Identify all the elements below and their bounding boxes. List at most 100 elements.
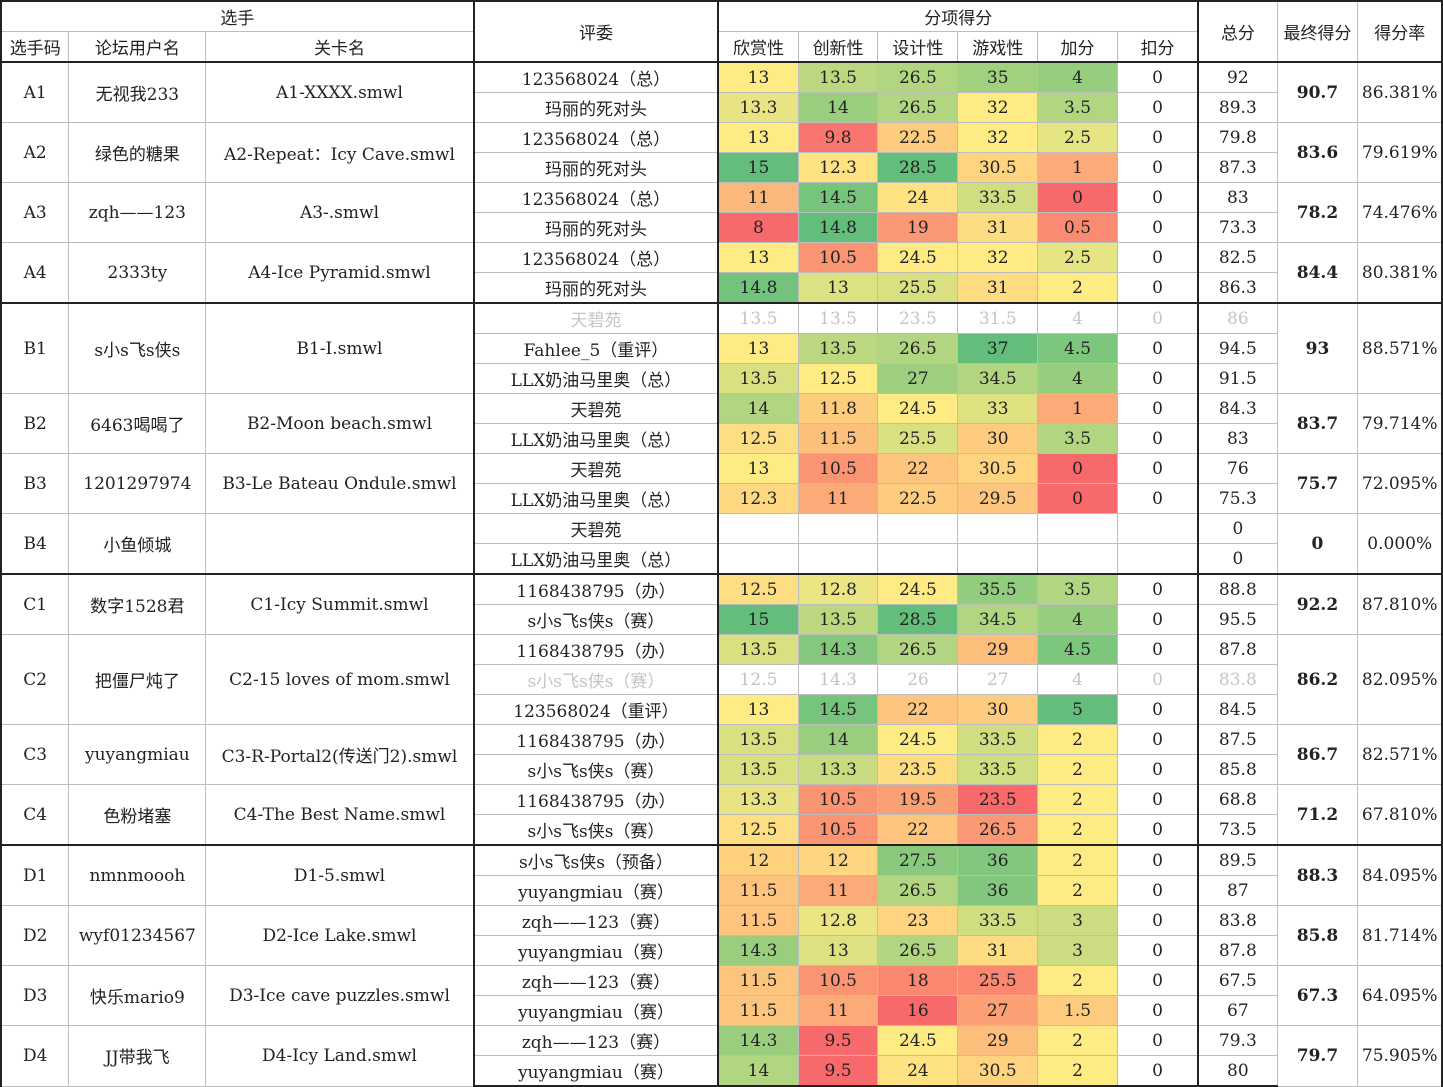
score-innovation: 10.5 <box>797 814 879 846</box>
score-deduction: 0 <box>1116 573 1199 605</box>
score-bonus: 3 <box>1037 935 1118 966</box>
score-design: 26.5 <box>877 333 959 364</box>
score-appreciation: 13 <box>717 694 799 725</box>
forum-user: 把僵尸炖了 <box>68 634 207 725</box>
score-bonus: 2 <box>1037 1055 1118 1087</box>
score-gameplay: 23.5 <box>957 784 1039 815</box>
level-name: B3-Le Bateau Ondule.smwl <box>205 453 475 514</box>
score-innovation: 14.3 <box>797 664 879 695</box>
score-bonus: 4 <box>1037 363 1118 394</box>
score-appreciation: 12.5 <box>717 814 799 846</box>
score-bonus: 2 <box>1037 784 1118 815</box>
score-total: 0 <box>1197 543 1278 575</box>
score-innovation: 11 <box>797 995 879 1026</box>
score-deduction: 0 <box>1116 754 1199 785</box>
score-deduction: 0 <box>1116 664 1199 695</box>
score-appreciation: 15 <box>717 152 799 183</box>
score-innovation: 12 <box>797 844 879 876</box>
table-row: LLX奶油马里奥（总） 12.3 11 22.5 29.5 0 0 75.3 <box>1 483 1442 514</box>
score-innovation: 10.5 <box>797 242 879 273</box>
score-design: 22 <box>877 453 959 484</box>
judge-name: 天碧苑 <box>473 393 720 424</box>
score-design: 24.5 <box>877 724 959 755</box>
score-gameplay: 33.5 <box>957 182 1039 213</box>
score-bonus: 2 <box>1037 724 1118 755</box>
score-gameplay: 29 <box>957 1025 1039 1056</box>
score-gameplay: 30 <box>957 694 1039 725</box>
score-design: 24.5 <box>877 242 959 273</box>
judge-name: s小s飞s侠s（赛） <box>473 664 720 695</box>
judge-name: LLX奶油马里奥（总） <box>473 543 720 575</box>
score-appreciation: 13 <box>717 333 799 364</box>
score-rate: 82.571% <box>1357 724 1443 785</box>
score-innovation: 10.5 <box>797 965 879 996</box>
score-innovation: 14.3 <box>797 634 879 665</box>
judge-name: s小s飞s侠s（赛） <box>473 814 720 846</box>
score-deduction: 0 <box>1116 242 1199 273</box>
forum-user: yuyangmiau <box>68 724 207 785</box>
player-code: C3 <box>0 724 70 785</box>
final-score: 92.2 <box>1276 573 1359 635</box>
score-deduction: 0 <box>1116 814 1199 846</box>
score-bonus: 2 <box>1037 1025 1118 1056</box>
player-code: B3 <box>0 453 70 514</box>
score-total: 87.5 <box>1197 724 1278 755</box>
player-code: A4 <box>0 242 70 304</box>
score-gameplay: 26.5 <box>957 814 1039 846</box>
score-total: 0 <box>1197 513 1278 544</box>
score-gameplay: 31.5 <box>957 302 1039 334</box>
score-innovation: 11.8 <box>797 393 879 424</box>
player-code: B1 <box>0 302 70 394</box>
score-deduction: 0 <box>1116 393 1199 424</box>
score-design: 18 <box>877 965 959 996</box>
final-score: 88.3 <box>1276 844 1359 906</box>
final-score: 85.8 <box>1276 905 1359 966</box>
header-player-group: 选手 <box>0 0 475 32</box>
header-design: 设计性 <box>877 31 959 63</box>
table-row: B1 s小s飞s侠s B1-I.smwl 天碧苑 13.5 13.5 23.5 31.5 4 0 8… <box>0 302 1443 394</box>
score-innovation: 14.5 <box>797 182 879 213</box>
score-innovation: 12.8 <box>797 573 879 605</box>
score-gameplay <box>957 543 1039 575</box>
score-gameplay: 34.5 <box>957 363 1039 394</box>
score-deduction: 0 <box>1116 61 1199 93</box>
table-row: s小s飞s侠s（赛） 12.5 14.3 26 27 4 0 83.8 <box>1 664 1442 695</box>
score-design: 27 <box>877 363 959 394</box>
score-rate: 67.810% <box>1357 784 1443 846</box>
score-deduction: 0 <box>1116 604 1199 635</box>
level-name: D3-Ice cave puzzles.smwl <box>205 965 475 1026</box>
score-bonus: 4.5 <box>1037 333 1118 364</box>
final-score: 0 <box>1276 513 1359 575</box>
forum-user: 色粉堵塞 <box>68 784 207 846</box>
judge-name: yuyangmiau（赛） <box>473 995 720 1026</box>
score-total: 79.3 <box>1197 1025 1278 1056</box>
score-innovation <box>797 543 879 575</box>
level-name: D4-Icy Land.smwl <box>205 1025 475 1087</box>
judge-name: s小s飞s侠s（赛） <box>473 754 720 785</box>
score-bonus: 0.5 <box>1037 212 1118 243</box>
score-design: 27.5 <box>877 844 959 876</box>
score-gameplay: 27 <box>957 664 1039 695</box>
score-rate: 0.000% <box>1357 513 1443 575</box>
score-bonus: 0 <box>1037 453 1118 484</box>
score-design: 24 <box>877 1055 959 1087</box>
judge-name: zqh——123（赛） <box>473 1025 720 1056</box>
score-deduction: 0 <box>1116 423 1199 454</box>
score-innovation: 13 <box>797 935 879 966</box>
score-innovation: 14.5 <box>797 694 879 725</box>
score-total: 87.3 <box>1197 152 1278 183</box>
score-appreciation: 11.5 <box>717 875 799 906</box>
score-bonus: 3.5 <box>1037 423 1118 454</box>
score-appreciation: 12.5 <box>717 573 799 605</box>
score-design: 24.5 <box>877 393 959 424</box>
judge-name: Fahlee_5（重评） <box>473 333 720 364</box>
score-innovation: 14 <box>797 92 879 123</box>
table-row: 玛丽的死对头 15 12.3 28.5 30.5 1 0 87.3 <box>1 152 1442 183</box>
header-appreciation: 欣赏性 <box>717 31 799 63</box>
score-design: 19 <box>877 212 959 243</box>
score-bonus: 3.5 <box>1037 573 1118 605</box>
score-design: 23 <box>877 905 959 936</box>
forum-user: 无视我233 <box>68 61 207 123</box>
player-code: B4 <box>0 513 70 575</box>
score-gameplay <box>957 513 1039 544</box>
